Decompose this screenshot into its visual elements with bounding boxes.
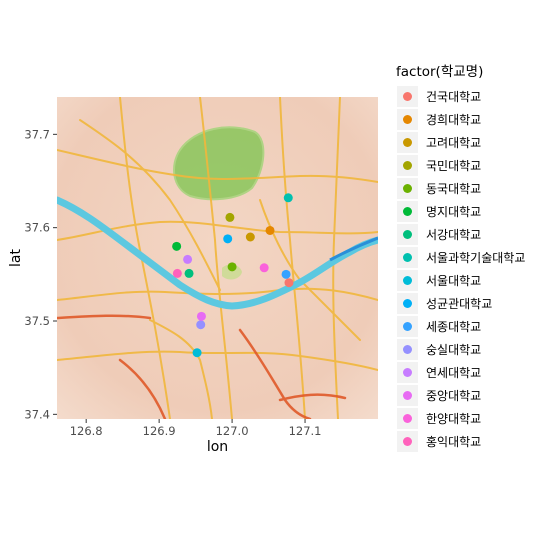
legend-key — [403, 345, 412, 354]
legend: factor(학교명) 건국대학교경희대학교고려대학교국민대학교동국대학교명지대… — [396, 64, 525, 452]
legend-label: 서울과학기술대학교 — [426, 251, 525, 265]
legend-key — [403, 207, 412, 216]
legend-label: 명지대학교 — [426, 205, 481, 219]
legend-label: 홍익대학교 — [426, 435, 481, 449]
data-point — [283, 193, 293, 203]
legend-key — [403, 322, 412, 331]
major-roads — [57, 314, 347, 419]
map-panel — [57, 97, 378, 419]
han-river — [57, 196, 378, 310]
x-axis: 126.8 126.9 127.0 127.1 — [70, 419, 322, 438]
legend-label: 경희대학교 — [426, 113, 481, 127]
legend-key — [403, 92, 412, 101]
points-layer — [172, 193, 294, 358]
legend-label: 서강대학교 — [426, 228, 481, 242]
data-point — [172, 268, 182, 278]
data-point — [183, 254, 193, 264]
legend-label: 성균관대학교 — [426, 297, 492, 311]
legend-key — [403, 437, 412, 446]
data-point — [284, 278, 294, 288]
y-axis: 37.4 37.5 37.6 37.7 — [24, 127, 57, 421]
river-channel — [329, 236, 378, 262]
x-tick-label: 127.1 — [289, 424, 322, 438]
data-point — [227, 262, 237, 272]
data-point — [184, 268, 194, 278]
y-tick-label: 37.5 — [24, 314, 50, 328]
legend-key — [403, 276, 412, 285]
legend-key — [403, 115, 412, 124]
legend-label: 국민대학교 — [426, 159, 481, 173]
legend-key — [403, 391, 412, 400]
data-point — [245, 232, 255, 242]
x-tick-label: 126.9 — [143, 424, 176, 438]
data-point — [172, 241, 182, 251]
legend-key — [403, 184, 412, 193]
park-area — [173, 126, 265, 201]
legend-label: 중앙대학교 — [426, 389, 481, 403]
legend-label: 건국대학교 — [426, 90, 481, 104]
legend-key — [403, 253, 412, 262]
legend-key — [403, 161, 412, 170]
data-point — [223, 234, 233, 244]
y-tick-label: 37.4 — [24, 407, 50, 421]
x-axis-title: lon — [207, 439, 228, 455]
legend-key — [403, 414, 412, 423]
legend-title: factor(학교명) — [396, 64, 483, 80]
legend-label: 서울대학교 — [426, 274, 481, 288]
data-point — [192, 348, 202, 358]
data-point — [259, 263, 269, 273]
legend-label: 동국대학교 — [426, 182, 481, 196]
data-point — [265, 225, 275, 235]
legend-label: 세종대학교 — [426, 320, 481, 334]
legend-key — [403, 138, 412, 147]
data-point — [281, 269, 291, 279]
x-tick-label: 127.0 — [216, 424, 249, 438]
park-area-small — [222, 264, 242, 280]
legend-key — [403, 368, 412, 377]
data-point — [196, 311, 206, 321]
data-point — [225, 212, 235, 222]
legend-label: 연세대학교 — [426, 366, 481, 380]
legend-label: 한양대학교 — [426, 412, 481, 426]
legend-label: 숭실대학교 — [426, 343, 481, 357]
y-tick-label: 37.6 — [24, 221, 50, 235]
data-point — [196, 320, 206, 330]
x-tick-label: 126.8 — [70, 424, 103, 438]
y-axis-title: lat — [8, 249, 24, 267]
legend-label: 고려대학교 — [426, 136, 481, 150]
legend-key — [403, 230, 412, 239]
legend-key — [403, 299, 412, 308]
y-tick-label: 37.7 — [24, 127, 50, 141]
